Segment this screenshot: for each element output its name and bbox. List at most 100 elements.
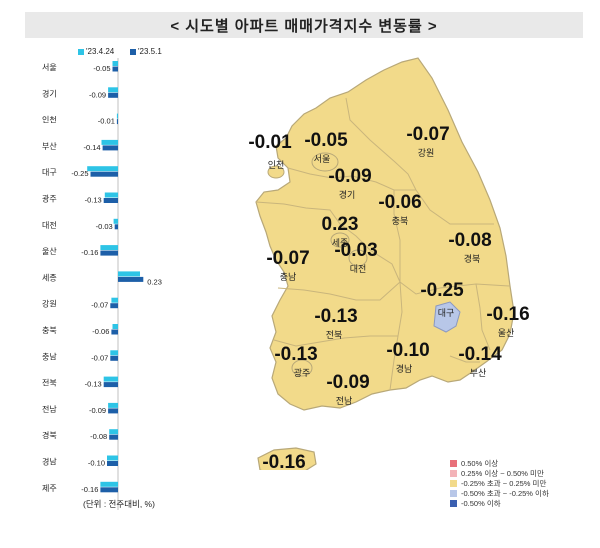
category-label: 충남 <box>42 352 57 361</box>
map-region-name: 대전 <box>350 264 367 274</box>
region-boundaries <box>255 97 511 391</box>
data-label: -0.05 <box>93 64 110 73</box>
legend-label-curr: '23.5.1 <box>138 47 162 56</box>
map-legend-label: -0.25% 초과 ~ 0.25% 미만 <box>461 478 547 488</box>
data-label: 0.23 <box>147 277 162 286</box>
bar-prev <box>108 87 118 93</box>
unit-note: (단위 : 전주대비, %) <box>83 499 155 509</box>
gwangju-area <box>291 359 313 377</box>
map-value-경남: -0.10 <box>386 340 429 361</box>
data-label: -0.01 <box>98 117 115 126</box>
bar-chart: 서울 -0.05 경기 -0.09 인천 -0.01 부산 -0.14 대구 -0.25 광주 -0.… <box>42 58 162 510</box>
category-label: 경남 <box>42 457 57 467</box>
bar-curr <box>110 303 118 309</box>
category-label: 인천 <box>42 115 57 125</box>
map-region-name: 강원 <box>418 148 435 158</box>
bar-curr <box>90 171 118 177</box>
data-label: -0.14 <box>83 143 100 152</box>
map-value-경북: -0.08 <box>448 230 491 251</box>
bar-prev <box>108 402 118 408</box>
bar-prev <box>100 481 118 487</box>
bar-curr <box>100 487 118 493</box>
map-region-name: 울산 <box>498 328 515 338</box>
category-label: 대전 <box>42 220 57 230</box>
bar-prev <box>112 61 118 66</box>
bar-prev <box>118 271 140 277</box>
legend-swatch-prev <box>78 48 84 55</box>
map-region-name: 세종 <box>332 238 349 248</box>
map-legend-label: -0.50% 초과 ~ -0.25% 이하 <box>461 488 549 498</box>
page-title: < 시도별 아파트 매매가격지수 변동률 > <box>170 17 438 35</box>
bar-prev <box>104 192 118 198</box>
bar-curr <box>109 434 118 440</box>
map-legend-swatch <box>450 479 457 487</box>
map-value-전남: -0.09 <box>326 372 369 393</box>
map-legend-swatch <box>450 499 457 507</box>
data-label: -0.07 <box>91 353 108 362</box>
bar-chart-panel: '23.4.24 '23.5.1 서울 -0.05 경기 -0.09 인천 -0.01 부산… <box>30 42 180 512</box>
seoul-area <box>311 152 339 172</box>
bar-prev <box>87 166 118 172</box>
legend-series-prev: '23.4.24 <box>78 47 114 56</box>
map-value-광주: -0.13 <box>274 344 317 365</box>
data-label: -0.13 <box>85 196 102 205</box>
bar-curr <box>116 119 118 125</box>
bar-curr <box>111 329 118 335</box>
bar-curr <box>107 461 118 466</box>
bar-prev <box>101 139 118 145</box>
data-label: -0.09 <box>89 406 106 415</box>
map-region-name: 충북 <box>392 216 409 226</box>
bar-prev <box>107 455 118 461</box>
map-legend-label: 0.25% 이상 ~ 0.50% 미만 <box>461 468 544 478</box>
map-legend-swatch <box>450 459 457 467</box>
bar-curr <box>102 145 118 151</box>
daejeon-area <box>348 249 368 267</box>
category-label: 경북 <box>42 430 57 440</box>
map-region-name: 서울 <box>314 154 331 164</box>
category-label: 부산 <box>42 141 57 151</box>
bar-prev <box>112 324 118 329</box>
map-legend-item: -0.50% 이하 <box>450 498 549 508</box>
data-label: -0.06 <box>92 327 109 336</box>
data-label: -0.03 <box>96 222 113 231</box>
category-label: 제주 <box>42 484 57 493</box>
map-value-충남: -0.07 <box>266 248 309 269</box>
map-region-name: 전남 <box>336 396 353 406</box>
map-value-충북: -0.06 <box>378 192 421 213</box>
map-value-서울: -0.05 <box>304 130 348 151</box>
map-value-대구: -0.25 <box>420 280 464 301</box>
map-value-경기: -0.09 <box>328 166 371 187</box>
category-label: 강원 <box>42 299 57 309</box>
map-region-name: 광주 <box>294 367 311 378</box>
category-label: 경기 <box>42 88 57 98</box>
map-legend-label: 0.50% 이상 <box>461 458 499 468</box>
data-label: -0.08 <box>90 432 107 441</box>
legend-label-prev: '23.4.24 <box>86 47 115 56</box>
map-legend-item: 0.50% 이상 <box>450 458 549 468</box>
category-label: 전북 <box>42 378 57 388</box>
map-region-name: 경기 <box>339 189 356 200</box>
category-label: 세종 <box>42 273 57 282</box>
category-label: 대구 <box>42 168 57 177</box>
bar-prev <box>111 297 118 303</box>
map-legend-swatch <box>450 489 457 497</box>
map-value-강원: -0.07 <box>406 124 449 145</box>
map-region-name: 부산 <box>470 368 487 378</box>
bar-curr <box>103 382 118 388</box>
bar-curr <box>100 250 118 256</box>
bar-curr <box>110 355 118 361</box>
map-value-세종: 0.23 <box>322 214 359 235</box>
map-region-name: 충남 <box>280 272 297 282</box>
map-region-name: 경남 <box>396 363 413 374</box>
category-label: 전남 <box>42 404 57 414</box>
category-label: 서울 <box>42 63 57 72</box>
incheon-island <box>267 165 285 179</box>
bar-curr <box>112 66 118 72</box>
bar-prev <box>109 429 118 435</box>
bar-curr <box>118 276 144 282</box>
bar-curr <box>108 92 118 98</box>
map-legend-label: -0.50% 이하 <box>461 498 501 508</box>
map-legend-swatch <box>450 469 457 477</box>
korea-map: -0.01 인천 -0.05 서울 -0.07 강원 -0.09 경기 -0.06 충북 0.23 세… <box>248 57 530 470</box>
bar-curr <box>114 224 118 230</box>
